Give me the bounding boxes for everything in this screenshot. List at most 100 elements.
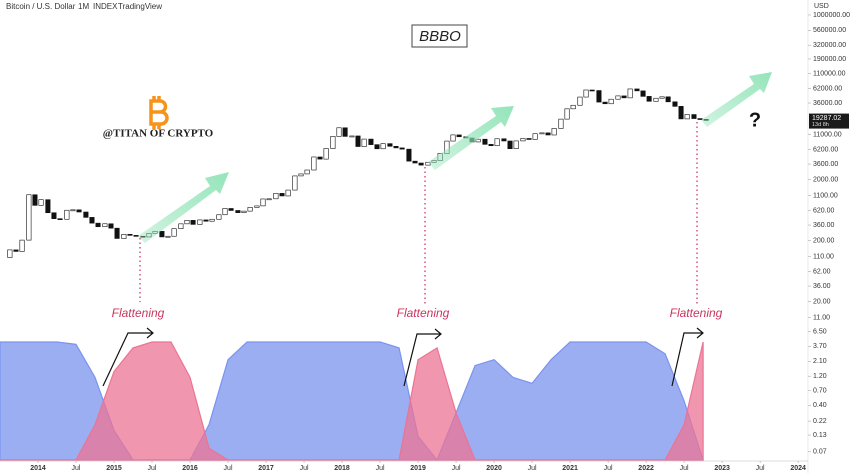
candle (380, 143, 386, 150)
y-tick-label: 1100.00 (813, 192, 838, 199)
annotation: ? (749, 109, 761, 131)
candle (254, 205, 260, 208)
candle (222, 208, 228, 216)
candle (83, 211, 89, 218)
bitcoin-logo (149, 96, 169, 129)
candle (228, 208, 234, 211)
candle (184, 220, 190, 225)
black-arrow (102, 327, 154, 387)
candle (393, 145, 399, 149)
candle (311, 156, 317, 171)
candle (621, 95, 627, 99)
x-tick-label: Jul (604, 465, 613, 472)
candle (64, 209, 70, 220)
candle (355, 135, 361, 147)
candle (197, 219, 203, 225)
y-tick-label: 0.40 (813, 402, 827, 409)
candle (539, 132, 545, 135)
candle (209, 218, 215, 222)
candle (178, 223, 184, 229)
candle (412, 160, 418, 164)
title-box (411, 24, 468, 48)
x-tick-label: 2019 (410, 465, 426, 472)
x-tick-label: 2016 (182, 465, 198, 472)
candle (266, 198, 272, 201)
candle (13, 249, 19, 252)
candle (317, 156, 323, 160)
candle (589, 89, 595, 92)
candle (368, 138, 374, 145)
x-tick-label: Jul (148, 465, 157, 472)
interval: 1M (78, 2, 89, 11)
candle (171, 228, 177, 237)
candle (406, 148, 412, 162)
y-tick-label: 3.70 (813, 343, 827, 350)
candle (570, 104, 576, 110)
y-tick-label: 200.00 (813, 237, 835, 244)
y-tick-label: 6200.00 (813, 146, 838, 153)
annotation: Flattening (670, 306, 723, 320)
candle (349, 135, 355, 138)
black-arrow (671, 327, 704, 387)
y-tick-label: 110.00 (813, 253, 834, 260)
candle (19, 239, 25, 252)
y-tick-label: 110000.00 (813, 70, 846, 77)
currency: USD (814, 3, 829, 10)
candle (342, 127, 348, 137)
candle (640, 90, 646, 97)
candle (273, 193, 279, 200)
candle (602, 101, 608, 105)
indicator-area (0, 341, 704, 461)
candle (292, 175, 298, 191)
candle (627, 88, 633, 99)
candle (121, 233, 127, 239)
x-tick-label: Jul (300, 465, 309, 472)
y-tick-label: 190000.00 (813, 56, 846, 63)
candle (684, 114, 690, 120)
candle (399, 147, 405, 150)
y-tick-label: 1000000.00 (813, 12, 850, 19)
symbol-name: Bitcoin / U.S. Dollar (6, 2, 76, 11)
source: TradingView (118, 2, 162, 11)
candle (241, 210, 247, 213)
y-tick-label: 0.13 (813, 432, 827, 439)
candle (672, 101, 678, 107)
candle (203, 219, 209, 222)
candle (330, 136, 336, 149)
candle (653, 97, 659, 102)
x-tick-label: Jul (452, 465, 461, 472)
candle (596, 90, 602, 103)
y-tick-label: 11.00 (813, 314, 830, 321)
y-tick-label: 36.00 (813, 283, 831, 290)
candle (298, 173, 304, 177)
x-tick-label: Jul (376, 465, 385, 472)
exchange: INDEX (93, 2, 118, 11)
y-tick-label: 320000.00 (813, 42, 846, 49)
candle (45, 199, 51, 214)
candle (646, 96, 652, 102)
candle (526, 138, 532, 140)
candle (279, 193, 285, 197)
candle (108, 223, 114, 229)
annotation: Flattening (397, 306, 450, 320)
candle (7, 249, 13, 258)
candle (583, 89, 589, 98)
x-tick-label: 2023 (714, 465, 730, 472)
candle (32, 194, 38, 206)
candle (102, 223, 108, 228)
dotted-markers (139, 122, 698, 305)
watermark: @TITAN OF CRYPTO (103, 128, 214, 140)
candle (374, 144, 380, 150)
x-tick-label: 2022 (638, 465, 654, 472)
candle (678, 106, 684, 120)
x-tick-label: Jul (756, 465, 765, 472)
candle (247, 207, 253, 212)
price-pane (7, 88, 709, 258)
x-tick-label: 2021 (562, 465, 578, 472)
black-arrows (102, 327, 704, 387)
x-tick-label: 2014 (30, 465, 46, 472)
candle (577, 96, 583, 106)
black-arrow (403, 328, 442, 387)
candle (114, 227, 120, 239)
candle (697, 118, 703, 120)
